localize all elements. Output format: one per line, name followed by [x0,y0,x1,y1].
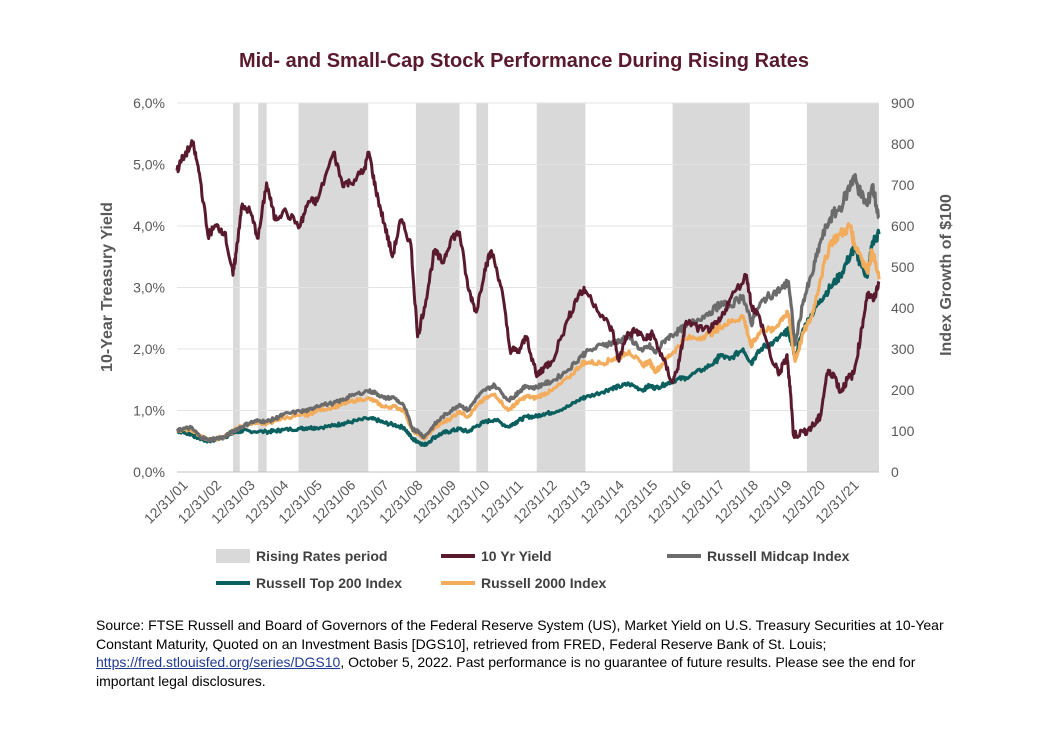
right-tick-label: 700 [891,177,915,193]
right-tick-label: 800 [891,136,915,152]
source-text: Source: FTSE Russell and Board of Govern… [96,617,944,652]
series-line-russell-2000-index [176,222,881,442]
right-axis-title: Index Growth of $100 [938,194,955,356]
source-text-end: , October 5, 2022. Past performance is n… [96,654,916,689]
legend-label-top200: Russell Top 200 Index [256,575,402,591]
legend-label-r2000: Russell 2000 Index [481,575,607,591]
series-line-russell-top-200-index [176,228,881,447]
right-tick-label: 500 [891,259,915,275]
legend-label-yield: 10 Yr Yield [481,548,552,564]
right-tick-label: 900 [891,95,915,111]
legend: Rising Rates period 10 Yr Yield Russell … [216,548,850,591]
series-line-10-yr-yield [175,139,881,439]
right-tick-label: 300 [891,341,915,357]
legend-swatch-rising [216,549,250,563]
right-axis-ticks: 0 100 200 300 400 500 600 700 800 900 [891,95,915,480]
left-tick-label: 3,0% [133,280,165,296]
source-note: Source: FTSE Russell and Board of Govern… [96,616,956,690]
x-axis-ticks: 12/31/0112/31/0212/31/0312/31/0412/31/05… [141,477,862,527]
left-axis-title: 10-Year Treasury Yield [99,202,116,372]
left-axis-ticks: 0,0% 1,0% 2,0% 3,0% 4,0% 5,0% 6,0% [133,95,165,480]
series-line-russell-midcap-index [176,173,880,443]
legend-label-rising: Rising Rates period [256,548,387,564]
left-tick-label: 5,0% [133,157,165,173]
legend-label-midcap: Russell Midcap Index [707,548,850,564]
left-tick-label: 0,0% [133,464,165,480]
left-tick-label: 4,0% [133,218,165,234]
left-tick-label: 1,0% [133,403,165,419]
left-tick-label: 2,0% [133,341,165,357]
chart-title: Mid- and Small-Cap Stock Performance Dur… [239,50,809,72]
source-link[interactable]: https://fred.stlouisfed.org/series/DGS10 [96,654,341,670]
right-tick-label: 100 [891,423,915,439]
right-tick-label: 600 [891,218,915,234]
right-tick-label: 200 [891,382,915,398]
series-lines [175,139,881,447]
right-tick-label: 0 [891,464,899,480]
right-tick-label: 400 [891,300,915,316]
left-tick-label: 6,0% [133,95,165,111]
